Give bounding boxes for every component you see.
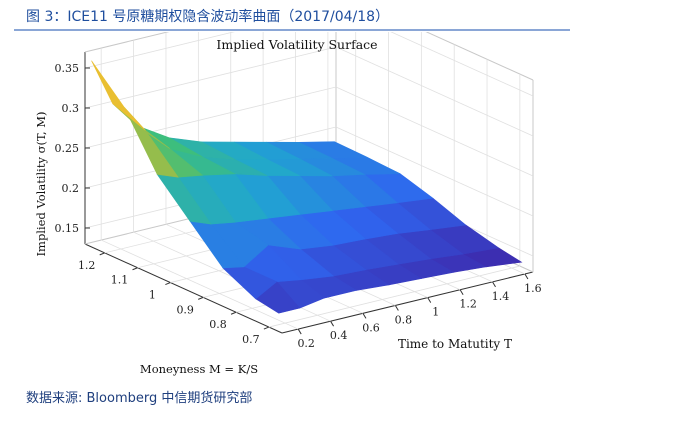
source-note: 数据来源: Bloomberg 中信期货研究部 bbox=[26, 391, 253, 406]
grid-line-iv bbox=[84, 86, 337, 149]
chart-title: Implied Volatility Surface bbox=[216, 37, 377, 52]
y-axis-label: Moneyness M = K/S bbox=[140, 362, 258, 376]
time-tick-mark bbox=[427, 297, 432, 303]
grid-line-iv bbox=[335, 86, 534, 177]
time-tick-mark bbox=[362, 313, 367, 319]
time-tick-mark bbox=[492, 281, 496, 288]
time-tick-label: 1.6 bbox=[524, 282, 542, 295]
figure-caption: 图 3：ICE11 号原糖期权隐含波动率曲面（2017/04/18） bbox=[26, 9, 390, 25]
grid-line-iv bbox=[84, 46, 337, 109]
chart-svg: 0.15 0.2 0.25 0.3 0.35 0.2 0.4 0.6 0.8 1 1.2 1.4 1.6… bbox=[34, 0, 542, 376]
moneyness-tick-mark bbox=[99, 252, 105, 256]
plot-frame: 0.15 0.2 0.25 0.3 0.35 0.2 0.4 0.6 0.8 1 1.2 1.4 1.6… bbox=[14, 0, 570, 378]
time-tick-mark bbox=[394, 305, 399, 311]
iv-tick-label: 0.25 bbox=[55, 142, 80, 155]
time-tick-mark bbox=[330, 320, 335, 327]
grid-line-time bbox=[101, 239, 299, 330]
moneyness-tick-mark bbox=[263, 326, 270, 330]
moneyness-tick-mark bbox=[132, 267, 138, 271]
iv-tick-label: 0.15 bbox=[55, 222, 80, 235]
caption-divider bbox=[14, 29, 570, 31]
time-tick-mark bbox=[297, 328, 302, 335]
moneyness-tick-label: 1 bbox=[149, 289, 156, 302]
grid-line-iv bbox=[335, 46, 534, 137]
z-axis-label: Implied Volatility σ(T, M) bbox=[34, 111, 48, 256]
surface-patch bbox=[91, 60, 146, 131]
moneyness-tick-label: 1.2 bbox=[78, 259, 96, 272]
moneyness-tick-mark bbox=[165, 282, 171, 286]
grid-line-moneyness bbox=[268, 265, 520, 328]
time-tick-mark bbox=[459, 289, 464, 295]
time-tick-label: 0.2 bbox=[297, 337, 315, 350]
moneyness-tick-label: 1.1 bbox=[111, 274, 128, 287]
time-tick-mark bbox=[524, 273, 529, 280]
moneyness-tick-mark bbox=[230, 311, 237, 315]
surface bbox=[91, 60, 523, 314]
time-tick-label: 1 bbox=[432, 306, 439, 319]
time-tick-label: 0.4 bbox=[330, 329, 348, 342]
tick-labels: 0.15 0.2 0.25 0.3 0.35 0.2 0.4 0.6 0.8 1 1.2 1.4 1.6… bbox=[55, 62, 542, 350]
axis-line-time bbox=[281, 271, 534, 334]
iv-tick-label: 0.2 bbox=[62, 182, 80, 195]
iv-tick-label: 0.3 bbox=[62, 102, 80, 115]
moneyness-tick-label: 0.9 bbox=[176, 303, 194, 316]
time-tick-label: 1.4 bbox=[492, 290, 510, 303]
moneyness-tick-label: 0.7 bbox=[242, 333, 260, 346]
time-tick-label: 0.6 bbox=[362, 321, 380, 334]
moneyness-tick-mark bbox=[198, 296, 204, 300]
iv-tick-label: 0.35 bbox=[55, 62, 80, 75]
time-tick-label: 0.8 bbox=[395, 313, 413, 326]
grid-line-iv bbox=[335, 126, 534, 217]
time-tick-label: 1.2 bbox=[459, 298, 477, 311]
x-axis-label: Time to Matutity T bbox=[398, 337, 512, 351]
moneyness-tick-label: 0.8 bbox=[209, 318, 227, 331]
axis-line-moneyness bbox=[84, 243, 283, 334]
